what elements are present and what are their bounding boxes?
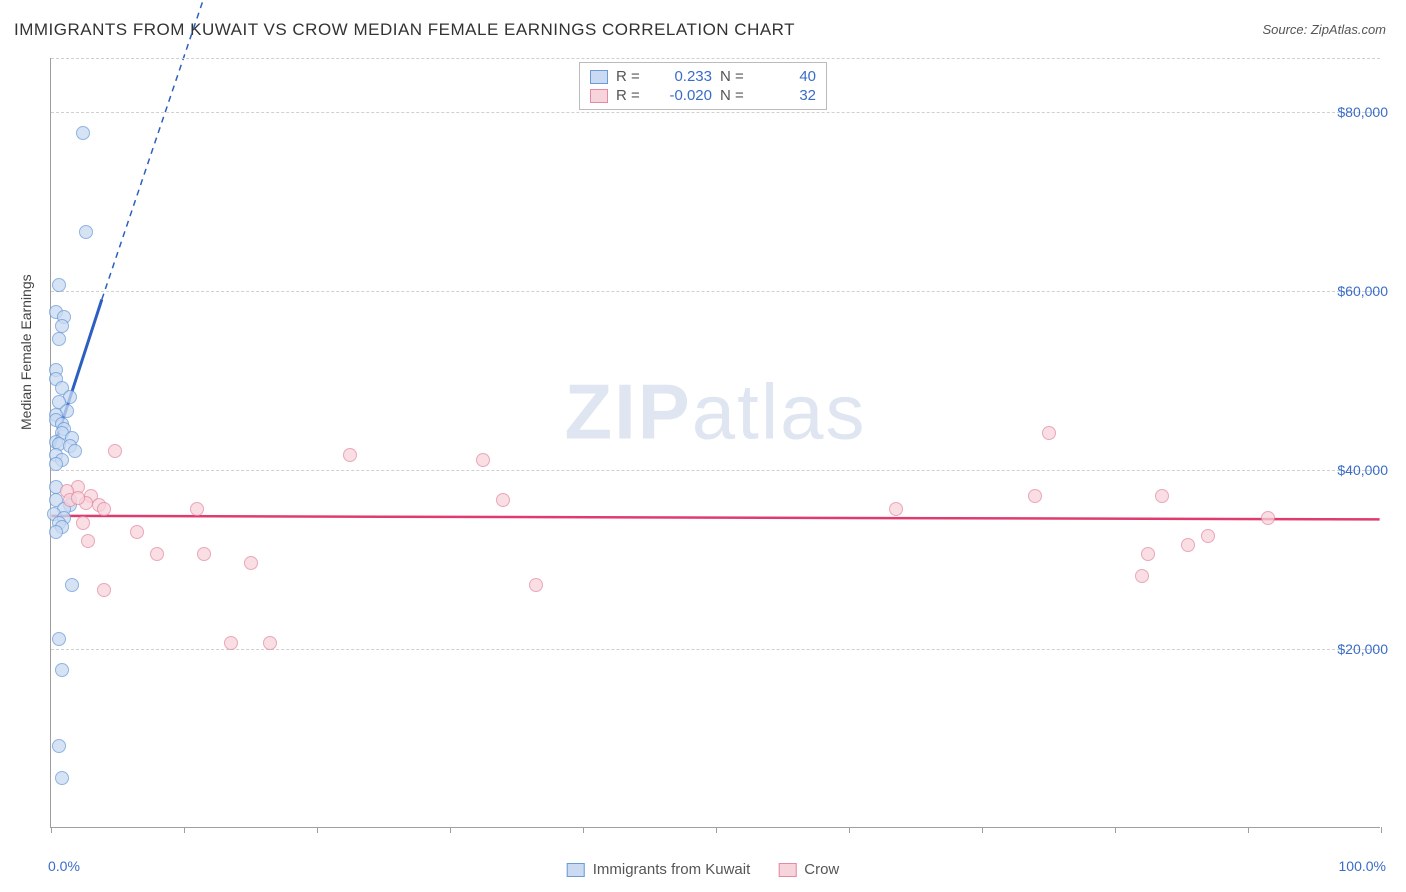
legend-series-swatch-1 (778, 863, 796, 877)
gridline-h (51, 470, 1380, 471)
chart-title: IMMIGRANTS FROM KUWAIT VS CROW MEDIAN FE… (14, 20, 795, 40)
x-tick (982, 827, 983, 833)
gridline-h (51, 112, 1380, 113)
x-tick (450, 827, 451, 833)
gridline-h (51, 649, 1380, 650)
data-point (197, 547, 211, 561)
legend-r-value-1: -0.020 (652, 87, 712, 104)
data-point (76, 516, 90, 530)
legend-series-item-1: Crow (778, 861, 839, 878)
x-tick (583, 827, 584, 833)
legend-series-label-1: Crow (804, 861, 839, 878)
legend-stats: R = 0.233 N = 40 R = -0.020 N = 32 (579, 62, 827, 110)
data-point (190, 502, 204, 516)
data-point (108, 444, 122, 458)
x-tick (1115, 827, 1116, 833)
data-point (68, 444, 82, 458)
data-point (1042, 426, 1056, 440)
data-point (529, 578, 543, 592)
y-tick-label: $20,000 (1337, 641, 1388, 657)
data-point (343, 448, 357, 462)
x-tick (51, 827, 52, 833)
data-point (476, 453, 490, 467)
y-tick-label: $80,000 (1337, 104, 1388, 120)
data-point (52, 632, 66, 646)
chart-plot-area: ZIPatlas (50, 58, 1380, 828)
legend-stats-row-0: R = 0.233 N = 40 (590, 67, 816, 86)
data-point (1028, 489, 1042, 503)
x-tick (317, 827, 318, 833)
legend-stats-row-1: R = -0.020 N = 32 (590, 86, 816, 105)
y-axis-label: Median Female Earnings (18, 274, 34, 430)
gridline-h (51, 58, 1380, 59)
data-point (889, 502, 903, 516)
x-tick (184, 827, 185, 833)
watermark-atlas: atlas (692, 367, 867, 455)
data-point (49, 457, 63, 471)
data-point (49, 525, 63, 539)
data-point (1141, 547, 1155, 561)
source-attribution: Source: ZipAtlas.com (1262, 22, 1386, 37)
legend-series-item-0: Immigrants from Kuwait (567, 861, 751, 878)
data-point (496, 493, 510, 507)
x-tick (716, 827, 717, 833)
trend-lines-svg (51, 58, 1380, 827)
data-point (55, 663, 69, 677)
legend-series: Immigrants from Kuwait Crow (567, 861, 840, 878)
legend-n-label: N = (720, 87, 748, 104)
data-point (1181, 538, 1195, 552)
data-point (55, 771, 69, 785)
legend-series-swatch-0 (567, 863, 585, 877)
data-point (97, 502, 111, 516)
legend-r-value-0: 0.233 (652, 68, 712, 85)
legend-n-label: N = (720, 68, 748, 85)
data-point (244, 556, 258, 570)
y-tick-label: $40,000 (1337, 462, 1388, 478)
legend-r-label: R = (616, 68, 644, 85)
data-point (76, 126, 90, 140)
data-point (79, 225, 93, 239)
x-tick (1381, 827, 1382, 833)
legend-series-label-0: Immigrants from Kuwait (593, 861, 751, 878)
x-tick (849, 827, 850, 833)
legend-swatch-1 (590, 89, 608, 103)
x-tick (1248, 827, 1249, 833)
x-tick-label: 0.0% (48, 858, 80, 874)
data-point (55, 319, 69, 333)
legend-n-value-0: 40 (756, 68, 816, 85)
data-point (224, 636, 238, 650)
data-point (52, 278, 66, 292)
data-point (150, 547, 164, 561)
data-point (1261, 511, 1275, 525)
data-point (1201, 529, 1215, 543)
y-tick-label: $60,000 (1337, 283, 1388, 299)
data-point (130, 525, 144, 539)
data-point (65, 578, 79, 592)
data-point (71, 491, 85, 505)
data-point (81, 534, 95, 548)
data-point (52, 332, 66, 346)
x-tick-label: 100.0% (1339, 858, 1386, 874)
data-point (52, 739, 66, 753)
watermark-zip: ZIP (564, 367, 691, 455)
legend-swatch-0 (590, 70, 608, 84)
data-point (97, 583, 111, 597)
data-point (263, 636, 277, 650)
legend-n-value-1: 32 (756, 87, 816, 104)
watermark: ZIPatlas (564, 366, 866, 457)
data-point (1155, 489, 1169, 503)
data-point (1135, 569, 1149, 583)
legend-r-label: R = (616, 87, 644, 104)
gridline-h (51, 291, 1380, 292)
